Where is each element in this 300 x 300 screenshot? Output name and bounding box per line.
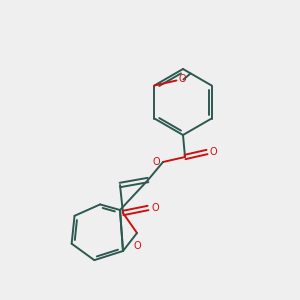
Text: O: O bbox=[151, 203, 159, 213]
Text: O: O bbox=[210, 147, 218, 157]
Text: O: O bbox=[152, 157, 160, 167]
Text: O: O bbox=[133, 241, 141, 251]
Text: O: O bbox=[178, 74, 186, 85]
